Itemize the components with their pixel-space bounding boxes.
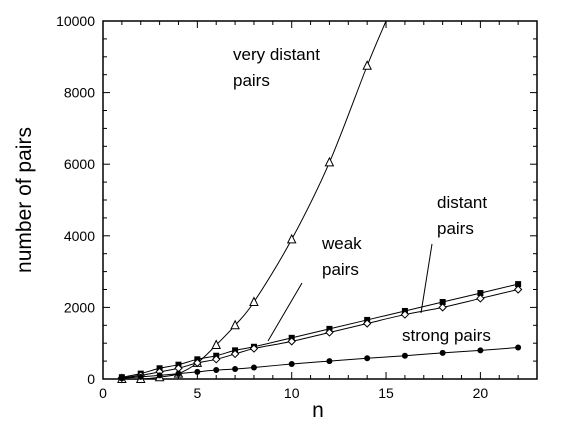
y-axis-label: number of pairs [13, 127, 36, 273]
data-point [286, 233, 297, 244]
series-strong-pairs [118, 344, 522, 382]
data-point [230, 319, 240, 330]
x-tick-label: 5 [193, 385, 201, 401]
data-point [513, 285, 523, 294]
y-tick-label: 4000 [64, 228, 95, 244]
data-point [232, 365, 239, 372]
data-point [137, 373, 144, 380]
data-point [249, 344, 259, 353]
weak-pairs-leader [267, 282, 303, 342]
data-point [175, 370, 182, 377]
data-point [438, 303, 447, 312]
data-point [400, 310, 410, 319]
data-point [250, 364, 257, 371]
distant-pairs-leader [420, 243, 433, 314]
data-point [362, 319, 372, 328]
x-tick-label: 15 [378, 385, 394, 401]
data-point [439, 299, 446, 306]
data-point [193, 358, 202, 368]
x-tick-label: 20 [473, 385, 489, 401]
data-point [211, 339, 222, 349]
data-point [515, 344, 522, 351]
data-point [326, 358, 333, 365]
y-tick-label: 2000 [64, 299, 95, 315]
annotation-text: pairs [322, 260, 359, 279]
x-tick-label: 0 [99, 385, 107, 401]
data-point [212, 355, 221, 364]
y-tick-label: 10000 [56, 13, 95, 29]
y-tick-label: 6000 [64, 156, 95, 172]
data-point [230, 349, 240, 359]
annotation-text: distant [437, 193, 487, 212]
x-tick-label: 10 [284, 385, 300, 401]
data-point [439, 349, 446, 356]
data-point [287, 337, 296, 346]
annotation-text: pairs [437, 219, 474, 238]
y-tick-label: 8000 [64, 85, 95, 101]
data-point [476, 294, 485, 303]
data-point [118, 375, 125, 382]
data-point [249, 296, 259, 307]
annotation-text: weak [321, 234, 362, 253]
annotation-text: strong pairs [402, 326, 491, 345]
data-point [362, 60, 372, 70]
y-tick-label: 0 [87, 371, 95, 387]
data-point [477, 290, 484, 297]
data-point [324, 156, 335, 167]
x-axis-label: n [312, 399, 324, 422]
data-point [194, 368, 201, 375]
data-point [288, 360, 295, 367]
annotation-text: pairs [233, 71, 270, 90]
data-point [325, 328, 334, 337]
data-point [515, 281, 522, 288]
annotation-text: very distant [233, 45, 320, 64]
data-point [156, 372, 163, 379]
data-point [401, 352, 408, 359]
data-point [477, 347, 484, 354]
data-point [364, 355, 371, 362]
data-point [213, 367, 220, 374]
